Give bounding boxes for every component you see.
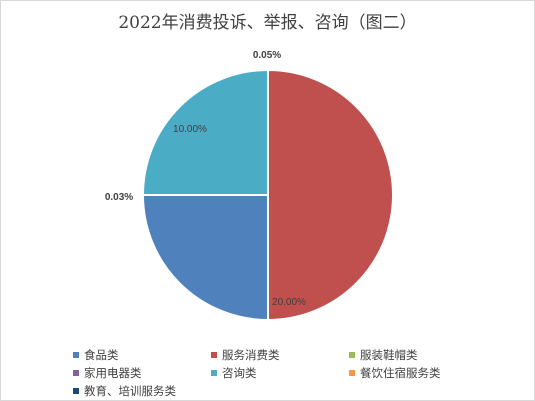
legend-swatch [349,352,355,358]
legend-label: 餐饮住宿服务类 [360,366,441,380]
legend-item-1: 服务消费类 [211,347,349,363]
legend-swatch [73,352,79,358]
data-label-3: 0.03% [105,192,133,203]
legend-item-4: 咨询类 [211,365,349,381]
legend-label: 家用电器类 [84,366,142,380]
chart-title: 2022年消费投诉、举报、咨询（图二） [118,13,417,33]
legend-item-0: 食品类 [73,347,211,363]
legend-label: 食品类 [84,348,119,362]
data-label-4: 10.00% [173,124,207,135]
legend-swatch [73,388,79,394]
legend-swatch [211,352,217,358]
legend-label: 教育、培训服务类 [84,384,176,398]
legend-item-6: 教育、培训服务类 [73,383,211,399]
pie-slice-4 [141,68,269,196]
data-label-1: 20.00% [272,297,306,308]
pie-slice-1 [267,68,394,322]
legend-swatch [211,370,217,376]
legend-label: 服务消费类 [222,348,280,362]
legend-swatch [73,370,79,376]
legend-swatch [349,370,355,376]
legend-label: 咨询类 [222,366,257,380]
data-label-0: 0.05% [253,50,281,61]
pie-slice-0 [141,194,269,322]
legend-label: 服装鞋帽类 [360,348,418,362]
legend-item-2: 服装鞋帽类 [349,347,499,363]
legend-item-5: 餐饮住宿服务类 [349,365,499,381]
legend-item-3: 家用电器类 [73,365,211,381]
chart-legend: 食品类 服务消费类 服装鞋帽类家用电器类 咨询类 餐饮住宿服务类教育、培训服务类 [73,347,513,399]
